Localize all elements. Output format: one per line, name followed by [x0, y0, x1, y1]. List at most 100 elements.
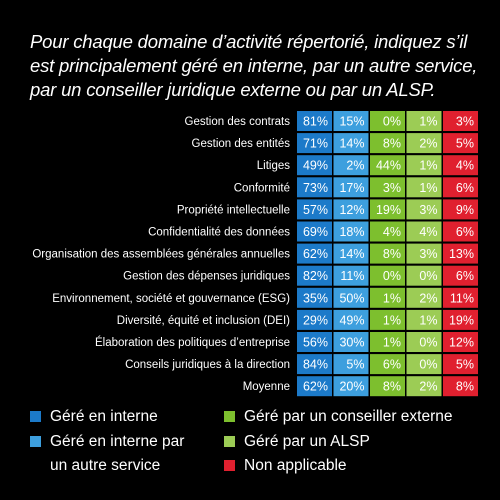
- cell-conformite-autre-service: [333, 177, 369, 198]
- cell-conseils-juridiques-a-la-direction-autre-service: [333, 354, 369, 375]
- cell-diversite-equite-et-inclusion-dei-non-applicable: [443, 309, 478, 330]
- legend-label-non-applicable: Non applicable: [244, 457, 347, 474]
- cell-value-elaboration-des-politiques-d-entreprise-alsp: 0%: [419, 336, 437, 350]
- cell-elaboration-des-politiques-d-entreprise-conseiller-externe: [370, 332, 405, 352]
- cell-value-moyenne-interne: 62%: [303, 380, 328, 394]
- cell-conseils-juridiques-a-la-direction-non-applicable: [443, 354, 478, 375]
- cell-value-litiges-conseiller-externe: 44%: [376, 159, 401, 173]
- cell-diversite-equite-et-inclusion-dei-conseiller-externe: [370, 309, 405, 330]
- cell-value-litiges-non-applicable: 4%: [456, 159, 474, 173]
- cell-value-conformite-non-applicable: 6%: [456, 181, 474, 195]
- cell-value-litiges-autre-service: 2%: [346, 159, 364, 173]
- row-label-diversite-equite-et-inclusion-dei: Diversité, équité et inclusion (DEI): [117, 315, 290, 327]
- cell-gestion-des-entites-conseiller-externe: [370, 133, 405, 154]
- cell-gestion-des-entites-interne: [297, 133, 332, 154]
- row-label-confidentialite-des-donnees: Confidentialité des données: [148, 227, 290, 239]
- legend-label-autre-service-line2: un autre service: [50, 457, 161, 474]
- cell-litiges-conseiller-externe: [370, 155, 405, 176]
- row-label-environnement-societe-et-gouvernance-esg: Environnement, société et gouvernance (E…: [52, 293, 290, 305]
- cell-value-confidentialite-des-donnees-conseiller-externe: 4%: [383, 225, 401, 239]
- cell-value-diversite-equite-et-inclusion-dei-non-applicable: 19%: [449, 313, 474, 327]
- cell-value-environnement-societe-et-gouvernance-esg-autre-service: 50%: [339, 291, 364, 305]
- cell-diversite-equite-et-inclusion-dei-autre-service: [333, 309, 369, 330]
- cell-value-confidentialite-des-donnees-non-applicable: 6%: [456, 225, 474, 239]
- legend-swatch-autre-service: [30, 436, 41, 447]
- cell-value-diversite-equite-et-inclusion-dei-alsp: 1%: [419, 313, 437, 327]
- cell-conformite-interne: [297, 177, 332, 198]
- cell-value-gestion-des-contrats-autre-service: 15%: [339, 115, 364, 129]
- cell-value-organisation-des-assemblees-generales-annuelles-conseiller-externe: 8%: [383, 247, 401, 261]
- cell-conseils-juridiques-a-la-direction-interne: [297, 354, 332, 375]
- cell-litiges-non-applicable: [443, 155, 478, 176]
- cell-value-elaboration-des-politiques-d-entreprise-interne: 56%: [303, 336, 328, 350]
- cell-environnement-societe-et-gouvernance-esg-conseiller-externe: [370, 287, 405, 308]
- cell-value-environnement-societe-et-gouvernance-esg-non-applicable: 11%: [450, 291, 474, 305]
- cell-value-conformite-conseiller-externe: 3%: [383, 181, 401, 195]
- cell-confidentialite-des-donnees-interne: [297, 221, 332, 242]
- cell-value-diversite-equite-et-inclusion-dei-autre-service: 49%: [339, 313, 364, 327]
- cell-elaboration-des-politiques-d-entreprise-non-applicable: [443, 332, 478, 352]
- cell-value-conseils-juridiques-a-la-direction-interne: 84%: [303, 358, 328, 372]
- cell-value-conformite-interne: 73%: [303, 181, 328, 195]
- cell-value-confidentialite-des-donnees-autre-service: 18%: [339, 225, 364, 239]
- cell-value-gestion-des-entites-alsp: 2%: [419, 137, 437, 151]
- legend-swatch-alsp: [224, 436, 235, 447]
- legend-label-alsp: Géré par un ALSP: [244, 433, 370, 450]
- cell-gestion-des-depenses-juridiques-interne: [297, 265, 332, 286]
- cell-value-environnement-societe-et-gouvernance-esg-alsp: 2%: [419, 291, 437, 305]
- cell-value-diversite-equite-et-inclusion-dei-conseiller-externe: 1%: [383, 313, 401, 327]
- cell-value-moyenne-non-applicable: 8%: [456, 380, 474, 394]
- cell-confidentialite-des-donnees-conseiller-externe: [370, 221, 405, 242]
- cell-value-moyenne-alsp: 2%: [419, 380, 437, 394]
- cell-value-gestion-des-entites-interne: 71%: [303, 137, 328, 151]
- cell-value-propriete-intellectuelle-interne: 57%: [303, 203, 328, 217]
- cell-value-organisation-des-assemblees-generales-annuelles-non-applicable: 13%: [449, 247, 474, 261]
- cell-conformite-conseiller-externe: [370, 177, 405, 198]
- cell-value-gestion-des-contrats-conseiller-externe: 0%: [383, 115, 401, 129]
- cell-confidentialite-des-donnees-alsp: [406, 221, 442, 242]
- cell-value-litiges-interne: 49%: [303, 159, 328, 173]
- cell-propriete-intellectuelle-interne: [297, 199, 332, 220]
- cell-value-elaboration-des-politiques-d-entreprise-conseiller-externe: 1%: [383, 336, 401, 350]
- row-label-gestion-des-depenses-juridiques: Gestion des dépenses juridiques: [123, 271, 290, 283]
- cell-conseils-juridiques-a-la-direction-alsp: [406, 354, 442, 375]
- cell-value-propriete-intellectuelle-alsp: 3%: [419, 203, 437, 217]
- cell-value-environnement-societe-et-gouvernance-esg-conseiller-externe: 1%: [383, 291, 401, 305]
- cell-diversite-equite-et-inclusion-dei-interne: [297, 309, 332, 330]
- cell-propriete-intellectuelle-non-applicable: [443, 199, 478, 220]
- cell-confidentialite-des-donnees-non-applicable: [443, 221, 478, 242]
- cell-value-conseils-juridiques-a-la-direction-alsp: 0%: [419, 358, 437, 372]
- cell-value-gestion-des-depenses-juridiques-interne: 82%: [303, 269, 328, 283]
- cell-litiges-alsp: [406, 155, 442, 176]
- cell-gestion-des-entites-autre-service: [333, 133, 369, 154]
- cell-gestion-des-contrats-autre-service: [333, 111, 369, 131]
- cell-moyenne-alsp: [406, 376, 442, 397]
- cell-confidentialite-des-donnees-autre-service: [333, 221, 369, 242]
- cell-value-conseils-juridiques-a-la-direction-non-applicable: 5%: [456, 358, 474, 372]
- cell-elaboration-des-politiques-d-entreprise-autre-service: [333, 332, 369, 352]
- cell-value-propriete-intellectuelle-non-applicable: 9%: [456, 203, 474, 217]
- row-label-organisation-des-assemblees-generales-annuelles: Organisation des assemblées générales an…: [32, 249, 290, 261]
- row-label-conformite: Conformité: [234, 182, 290, 194]
- cell-value-gestion-des-entites-non-applicable: 5%: [456, 137, 474, 151]
- cell-gestion-des-contrats-conseiller-externe: [370, 111, 405, 131]
- cell-conseils-juridiques-a-la-direction-conseiller-externe: [370, 354, 405, 375]
- cell-value-litiges-alsp: 1%: [419, 159, 437, 173]
- cell-gestion-des-depenses-juridiques-conseiller-externe: [370, 265, 405, 286]
- cell-environnement-societe-et-gouvernance-esg-alsp: [406, 287, 442, 308]
- cell-value-elaboration-des-politiques-d-entreprise-non-applicable: 12%: [449, 336, 474, 350]
- cell-value-environnement-societe-et-gouvernance-esg-interne: 35%: [303, 291, 328, 305]
- cell-litiges-autre-service: [333, 155, 369, 176]
- cell-gestion-des-entites-non-applicable: [443, 133, 478, 154]
- cell-value-gestion-des-depenses-juridiques-non-applicable: 6%: [456, 269, 474, 283]
- cell-value-gestion-des-depenses-juridiques-alsp: 0%: [419, 269, 437, 283]
- cell-environnement-societe-et-gouvernance-esg-autre-service: [333, 287, 369, 308]
- row-label-moyenne: Moyenne: [243, 381, 290, 393]
- cell-organisation-des-assemblees-generales-annuelles-autre-service: [333, 243, 369, 264]
- legend-label-conseiller-externe: Géré par un conseiller externe: [244, 408, 453, 425]
- legend-swatch-conseiller-externe: [224, 411, 235, 422]
- cell-value-elaboration-des-politiques-d-entreprise-autre-service: 30%: [339, 336, 364, 350]
- cell-moyenne-conseiller-externe: [370, 376, 405, 397]
- cell-value-gestion-des-contrats-non-applicable: 3%: [456, 115, 474, 129]
